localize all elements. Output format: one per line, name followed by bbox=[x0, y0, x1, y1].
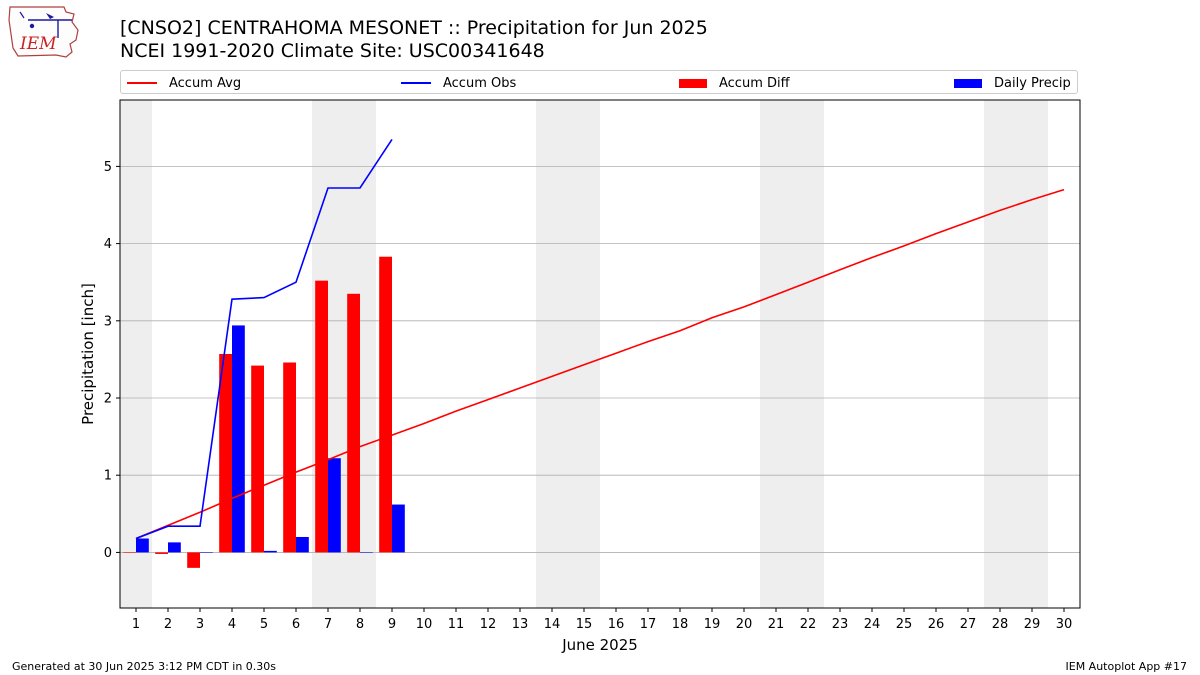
x-tick-label: 3 bbox=[196, 617, 204, 632]
daily-precip-bar bbox=[328, 458, 341, 553]
x-tick-label: 15 bbox=[576, 617, 593, 632]
x-tick-label: 16 bbox=[608, 617, 625, 632]
x-tick-label: 18 bbox=[672, 617, 689, 632]
legend-swatch-accum-diff bbox=[679, 78, 707, 88]
x-tick-label: 22 bbox=[800, 617, 817, 632]
weekend-shade bbox=[984, 100, 1016, 608]
x-tick-label: 23 bbox=[832, 617, 849, 632]
x-tick-label: 17 bbox=[640, 617, 657, 632]
accum-diff-bar bbox=[347, 293, 360, 553]
weekend-shade bbox=[568, 100, 600, 608]
x-axis-label: June 2025 bbox=[561, 636, 638, 654]
legend-swatch-accum-avg bbox=[127, 82, 157, 84]
daily-precip-bar bbox=[232, 325, 245, 553]
x-tick-label: 8 bbox=[356, 617, 364, 632]
x-tick-label: 24 bbox=[864, 617, 881, 632]
x-tick-label: 7 bbox=[324, 617, 332, 632]
legend-label-accum-obs: Accum Obs bbox=[443, 75, 517, 91]
plot-frame bbox=[119, 99, 1081, 609]
chart-subtitle: NCEI 1991-2020 Climate Site: USC00341648 bbox=[120, 40, 545, 62]
iem-logo: IEM bbox=[8, 6, 79, 58]
y-tick-label: 5 bbox=[104, 160, 112, 175]
daily-precip-bar bbox=[392, 504, 405, 553]
x-tick-label: 21 bbox=[768, 617, 785, 632]
daily-precip-bar bbox=[136, 538, 149, 553]
accum-diff-bar bbox=[251, 365, 264, 553]
accum-diff-bar bbox=[379, 256, 392, 553]
weekend-shade bbox=[760, 100, 792, 608]
legend-label-daily-precip: Daily Precip bbox=[994, 75, 1071, 91]
weekend-shade bbox=[536, 100, 568, 608]
x-tick-label: 2 bbox=[164, 617, 172, 632]
x-tick-label: 5 bbox=[260, 617, 268, 632]
x-tick-label: 19 bbox=[704, 617, 721, 632]
x-tick-label: 12 bbox=[480, 617, 497, 632]
legend-item-accum-obs: Accum Obs bbox=[401, 74, 516, 92]
footer-generated-text: Generated at 30 Jun 2025 3:12 PM CDT in … bbox=[12, 660, 277, 673]
legend-item-daily-precip: Daily Precip bbox=[954, 74, 1071, 92]
x-tick-label: 13 bbox=[512, 617, 529, 632]
x-tick-label: 25 bbox=[896, 617, 913, 632]
legend: Accum Avg Accum Obs Accum Diff Daily Pre… bbox=[120, 70, 1078, 94]
x-tick-label: 14 bbox=[544, 617, 561, 632]
x-tick-label: 26 bbox=[928, 617, 945, 632]
x-tick-label: 28 bbox=[992, 617, 1009, 632]
legend-label-accum-avg: Accum Avg bbox=[169, 75, 242, 91]
x-tick-label: 9 bbox=[388, 617, 396, 632]
accum-diff-bar bbox=[219, 354, 232, 553]
iem-logo-text: IEM bbox=[19, 34, 57, 54]
x-tick-label: 1 bbox=[132, 617, 140, 632]
accum-diff-bar bbox=[315, 280, 328, 553]
x-tick-label: 10 bbox=[416, 617, 433, 632]
x-tick-label: 29 bbox=[1024, 617, 1041, 632]
daily-precip-bar bbox=[168, 542, 181, 553]
y-tick-label: 1 bbox=[104, 469, 112, 484]
accum-obs-line bbox=[135, 138, 393, 540]
daily-precip-bar bbox=[296, 536, 309, 553]
legend-swatch-daily-precip bbox=[954, 78, 982, 88]
x-tick-label: 27 bbox=[960, 617, 977, 632]
daily-precip-bar bbox=[264, 550, 277, 553]
legend-item-accum-diff: Accum Diff bbox=[679, 74, 790, 92]
y-tick-label: 3 bbox=[104, 314, 112, 329]
x-tick-label: 20 bbox=[736, 617, 753, 632]
accum-diff-bar bbox=[123, 552, 136, 553]
accum-diff-bar bbox=[155, 552, 168, 554]
y-axis-label: Precipitation [inch] bbox=[79, 283, 97, 425]
x-tick-label: 30 bbox=[1056, 617, 1073, 632]
accum-avg-line bbox=[135, 188, 1065, 540]
legend-item-accum-avg: Accum Avg bbox=[127, 74, 241, 92]
weekend-shade bbox=[792, 100, 824, 608]
accum-diff-bar bbox=[187, 552, 200, 568]
accum-diff-bar bbox=[283, 362, 296, 553]
y-tick-label: 4 bbox=[104, 237, 112, 252]
weekend-shade bbox=[120, 100, 152, 608]
y-tick-label: 2 bbox=[104, 392, 112, 407]
x-tick-label: 6 bbox=[292, 617, 300, 632]
chart-title: [CNSO2] CENTRAHOMA MESONET :: Precipitat… bbox=[120, 17, 708, 39]
legend-label-accum-diff: Accum Diff bbox=[719, 75, 790, 91]
legend-swatch-accum-obs bbox=[401, 82, 431, 84]
x-tick-label: 4 bbox=[228, 617, 236, 632]
footer-app-text: IEM Autoplot App #17 bbox=[1065, 660, 1188, 673]
daily-precip-bar bbox=[360, 552, 373, 553]
y-tick-label: 0 bbox=[104, 546, 112, 561]
x-tick-label: 11 bbox=[448, 617, 465, 632]
daily-precip-bar bbox=[200, 552, 213, 553]
weekend-shade bbox=[1016, 100, 1048, 608]
